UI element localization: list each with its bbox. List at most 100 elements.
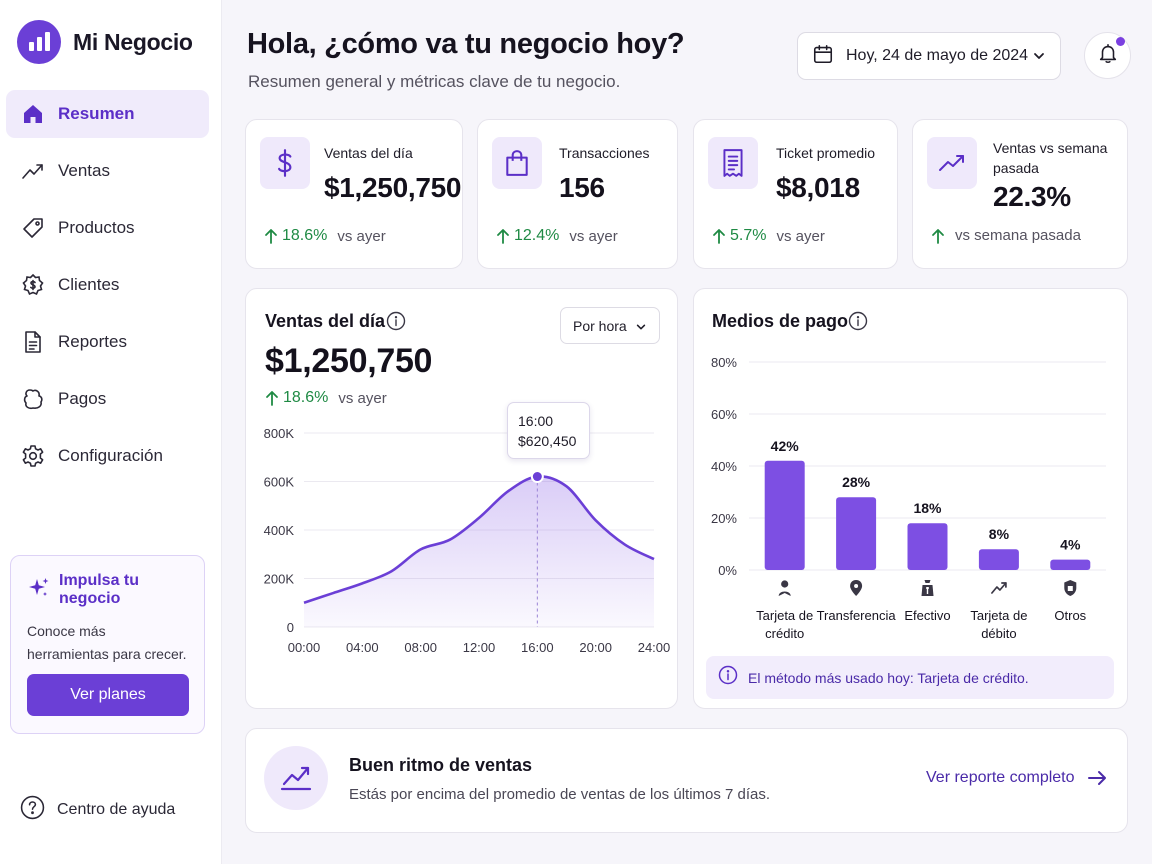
page-subtitle: Resumen general y métricas clave de tu n…	[248, 72, 621, 91]
sidebar-item-clientes[interactable]: Clientes	[6, 261, 209, 309]
x-category-label: Tarjeta de	[756, 608, 813, 623]
granularity-select-value: Por hora	[573, 317, 627, 334]
help-icon	[20, 795, 45, 825]
x-tick-label: 00:00	[288, 640, 321, 655]
sales-delta-value: 18.6%	[283, 389, 329, 406]
bar	[764, 460, 805, 570]
sales-delta-note: vs ayer	[338, 389, 387, 407]
kpi-label: Ventas del día	[324, 145, 413, 161]
sales-area-fill	[304, 476, 654, 627]
x-tick-label: 24:00	[638, 640, 671, 655]
full-report-link[interactable]: Ver reporte completo	[926, 769, 1107, 787]
y-tick-label: 0	[287, 620, 294, 635]
trend-icon	[20, 158, 46, 184]
arrow-up-icon	[266, 391, 278, 406]
receipt-icon	[708, 137, 758, 189]
kpi-delta-note: vs ayer	[337, 227, 386, 245]
sales-area-chart: 0 200K 400K 600K 800K 00:00 04:00 08:00 12:00 16:…	[264, 426, 671, 655]
sidebar-item-reportes[interactable]: Reportes	[6, 318, 209, 366]
promo-title: Impulsa tu negocio	[59, 572, 140, 607]
granularity-select[interactable]: Por hora	[560, 307, 660, 344]
sidebar-item-label: Productos	[58, 218, 135, 237]
bar-value-label: 8%	[989, 526, 1010, 542]
kpi-delta: vs semana pasada	[931, 227, 1081, 244]
sidebar-item-pagos[interactable]: Pagos	[6, 375, 209, 423]
sidebar-item-label: Resumen	[58, 104, 135, 123]
bar	[907, 523, 948, 570]
y-tick-label: 80%	[711, 355, 737, 370]
kpi-value: $8,018	[776, 172, 860, 203]
x-tick-label: 04:00	[346, 640, 379, 655]
sidebar-item-resumen[interactable]: Resumen	[6, 90, 209, 138]
bar-value-label: 28%	[842, 474, 871, 490]
wallet-icon	[20, 386, 46, 412]
x-tick-label: 16:00	[521, 640, 554, 655]
bar-value-label: 18%	[913, 500, 942, 516]
trend-chart-icon	[264, 746, 328, 810]
x-tick-label: 12:00	[463, 640, 496, 655]
y-tick-label: 60%	[711, 407, 737, 422]
home-icon	[20, 101, 46, 127]
y-tick-label: 20%	[711, 511, 737, 526]
trend-up-icon	[927, 137, 977, 189]
shield-icon	[1064, 580, 1077, 596]
full-report-label: Ver reporte completo	[926, 769, 1075, 786]
arrow-up-icon	[265, 229, 277, 244]
cash-bag-icon	[921, 580, 934, 596]
kpi-delta-value: 5.7%	[730, 227, 767, 244]
sidebar-item-productos[interactable]: Productos	[6, 204, 209, 252]
kpi-value: 156	[559, 172, 605, 203]
ver-planes-button[interactable]: Ver planes	[27, 674, 189, 716]
kpi-delta-note: vs semana pasada	[955, 227, 1081, 244]
sidebar-item-label: Configuración	[58, 446, 163, 465]
sales-delta: 18.6% vs ayer	[265, 389, 387, 407]
page-title: Hola, ¿cómo va tu negocio hoy?	[247, 28, 685, 60]
kpi-delta-value: 12.4%	[514, 227, 560, 244]
dollar-badge-icon	[20, 272, 46, 298]
person-icon	[778, 580, 791, 596]
sidebar-item-label: Ventas	[58, 161, 110, 180]
kpi-label: Ventas vs semana pasada	[993, 140, 1108, 176]
sidebar-item-ventas[interactable]: Ventas	[6, 147, 209, 195]
y-tick-label: 400K	[264, 523, 295, 538]
payments-card-title: Medios de pago	[712, 311, 849, 331]
sidebar-item-label: Reportes	[58, 332, 127, 351]
info-icon[interactable]	[848, 311, 868, 336]
sidebar-item-label: Clientes	[58, 275, 120, 294]
arrow-up-icon	[932, 228, 944, 244]
sidebar-item-configuracion[interactable]: Configuración	[6, 432, 209, 480]
kpi-card-transacciones: Transacciones 156 12.4% vs ayer	[477, 119, 678, 269]
sales-pace-banner: Buen ritmo de ventas Estás por encima de…	[245, 728, 1128, 833]
kpi-delta-note: vs ayer	[569, 227, 618, 245]
date-picker[interactable]: Hoy, 24 de mayo de 2024	[797, 32, 1061, 80]
chevron-down-icon	[1032, 49, 1046, 68]
kpi-delta-value: 18.6%	[282, 227, 328, 244]
kpi-delta: 12.4% vs ayer	[496, 227, 618, 245]
x-category-label: Transferencia	[817, 608, 897, 623]
sales-chart-card: 0 200K 400K 600K 800K 00:00 04:00 08:00 12:00 16:…	[245, 288, 678, 709]
notification-dot	[1116, 37, 1125, 46]
x-category-label: Otros	[1054, 608, 1086, 623]
info-icon[interactable]	[386, 311, 406, 336]
trend-icon	[991, 582, 1007, 594]
chevron-down-icon	[635, 320, 647, 336]
x-category-label: Efectivo	[904, 608, 950, 623]
brand[interactable]: Mi Negocio	[17, 20, 193, 64]
tooltip-time: 16:00	[518, 413, 554, 429]
help-center-link[interactable]: Centro de ayuda	[20, 795, 175, 825]
x-tick-label: 08:00	[404, 640, 437, 655]
location-icon	[850, 580, 863, 596]
bar	[978, 549, 1019, 570]
kpi-label: Transacciones	[559, 145, 650, 161]
promo-text: Conoce más herramientas para crecer.	[27, 623, 187, 662]
sparkle-icon	[27, 576, 51, 605]
sales-line	[303, 475, 655, 604]
notifications-button[interactable]	[1084, 32, 1131, 79]
payments-note-text: El método más usado hoy: Tarjeta de créd…	[748, 669, 1029, 686]
kpi-card-semana: Ventas vs semana pasada 22.3% vs semana …	[912, 119, 1128, 269]
kpi-delta: 18.6% vs ayer	[264, 227, 386, 245]
x-category-label: Tarjeta de	[970, 608, 1027, 623]
y-tick-label: 40%	[711, 459, 737, 474]
y-tick-label: 600K	[264, 475, 295, 490]
kpi-delta-note: vs ayer	[776, 227, 825, 245]
